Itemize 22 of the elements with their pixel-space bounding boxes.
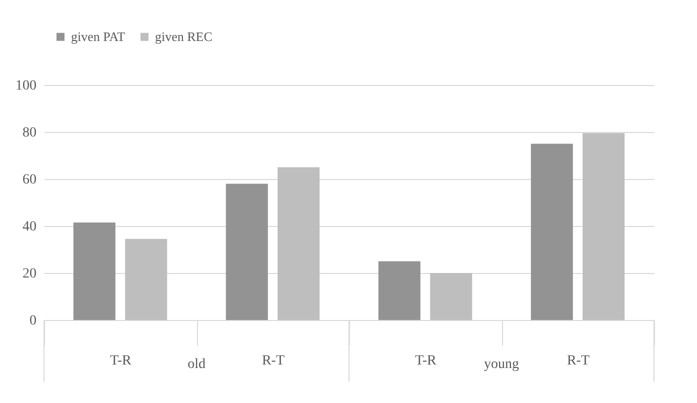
y-tick-label: 20 (22, 266, 36, 282)
bar (530, 144, 573, 320)
y-tick-label: 0 (30, 314, 36, 328)
y-tick-label: 40 (22, 220, 36, 234)
text: young (484, 357, 519, 372)
bar (226, 184, 268, 320)
bar (278, 167, 320, 320)
y-tick-label: 100 (16, 78, 36, 94)
y-tick-label: 80 (22, 126, 36, 140)
y-tick-label: 60 (22, 172, 36, 188)
text: old (188, 357, 206, 372)
x-tick-label: T-R (415, 354, 438, 368)
legend-label: given REC (155, 28, 212, 44)
bar (73, 222, 116, 320)
x-tick-label: T-R (110, 354, 132, 368)
legend-label: given PAT (71, 28, 126, 44)
bar (125, 238, 168, 320)
bar (430, 273, 472, 320)
x-tick-label: R-T (566, 354, 590, 368)
x-tick-label: R-T (262, 354, 285, 368)
bar (378, 261, 420, 320)
bar (582, 133, 625, 320)
